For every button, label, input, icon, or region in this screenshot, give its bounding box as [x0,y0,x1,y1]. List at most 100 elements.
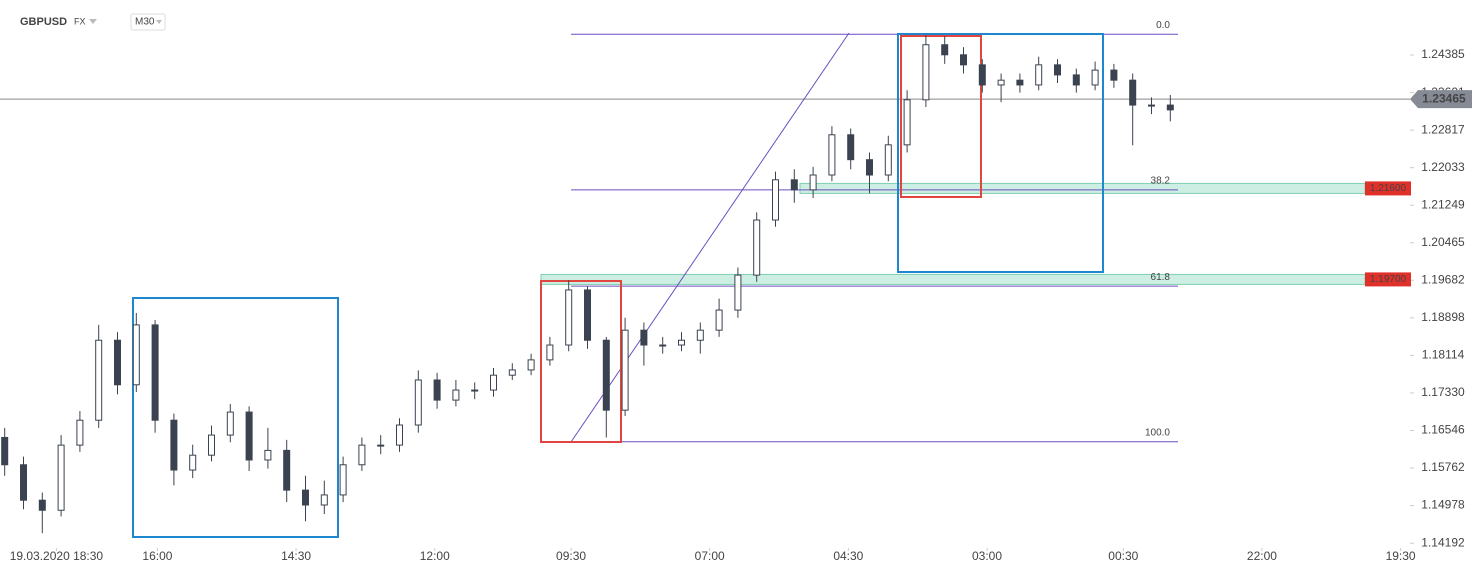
zone-band [540,273,1366,285]
y-tick-label: 1.21249 [1421,197,1465,211]
candle-body [678,339,685,346]
y-tick-label: 1.18114 [1422,348,1465,362]
zone-label: 1.21600 [1370,183,1407,194]
candle-body [245,411,253,461]
candle-body [828,134,836,176]
x-tick-label: 14:30 [281,549,311,563]
candle-body [471,389,479,392]
trend-line [570,32,850,443]
candle-body [1016,79,1024,86]
x-tick-label: 09:30 [556,549,586,563]
candle-body [978,64,986,86]
candle-body [753,219,761,276]
x-tick-label: 04:30 [833,549,863,563]
candle-body [226,411,234,436]
symbol: GBPUSD [20,16,67,28]
candle-body [1072,74,1080,86]
candle-body [1148,104,1155,107]
candle-body [170,419,178,471]
box [900,35,982,198]
fib-label: 0.0 [1156,20,1170,31]
candle-body [621,329,629,411]
candle-body [640,329,648,346]
candle-body [772,179,779,221]
candle-body [208,434,215,456]
candle-body [884,144,892,176]
x-tick-label: 22:00 [1247,549,1277,563]
candle-body [960,54,967,66]
zone-band [799,182,1366,194]
x-tick-label: 19.03.2020 18:30 [10,549,104,563]
market: FX [74,16,86,26]
y-tick-label: 1.17330 [1421,385,1465,399]
candle-body [414,379,422,426]
candle-body [602,339,610,411]
x-tick-label: 19:30 [1386,549,1416,563]
box [897,33,1104,273]
zone-label: 1.19700 [1370,274,1407,285]
candle-body [659,344,667,347]
candle-body [339,464,347,496]
candle-body [302,489,309,506]
zone-tag [1365,181,1411,196]
candle-body [1,436,9,466]
y-tick-label: 1.15762 [1421,460,1465,474]
x-tick-label: 07:00 [695,549,725,563]
candle-body [997,79,1005,86]
candle-body [377,444,385,447]
candles [1,35,1174,534]
candle-body [132,324,140,386]
candle-body [189,454,197,471]
y-tick-label: 1.24385 [1421,47,1465,61]
zones: 0.0 38.2 61.8 100.0 [0,20,1410,443]
candle-body [283,449,291,491]
dropdown-icon [156,20,162,24]
fib-label: 100.0 [1145,427,1170,438]
fib-label: 38.2 [1151,175,1171,186]
box [132,297,339,538]
candle-body [264,449,272,461]
x-tick-label: 03:00 [972,549,1002,563]
candle-body [527,359,535,371]
y-tick-label: 1.14978 [1421,498,1465,512]
candle-body [1166,104,1174,111]
candle-body [320,494,328,506]
candle-body [809,174,817,191]
candle-body [546,344,554,361]
x-tick-label: 16:00 [142,549,172,563]
candle-body [734,274,742,311]
candle-body [1054,64,1061,76]
candle-body [358,444,366,466]
y-tick-label: 1.14192 [1421,535,1465,549]
dropdown-icon[interactable] [89,19,97,24]
y-tick-label: 1.22033 [1421,160,1465,174]
candle-body [490,374,497,391]
candle-body [396,424,403,446]
candle-body [941,44,949,56]
candle-body [903,99,911,146]
candle-body [1110,69,1118,81]
candle-body [20,464,27,501]
axes: 1.243851.236011.228171.220331.212491.204… [10,47,1472,563]
candle-body [95,339,103,421]
candle-body [1129,79,1137,106]
price-label: 1.23465 [1422,91,1466,105]
candle-body [76,419,84,446]
candle-body [584,289,591,341]
candle-body [715,309,723,331]
candle-body [151,324,159,421]
candle-body [696,329,704,341]
candle-body [922,44,930,101]
candle-body [38,499,46,511]
candle-body [1091,69,1099,86]
candle-body [114,339,121,386]
candle-body [452,389,460,401]
box [540,280,622,443]
price-tag [1410,90,1472,109]
timeframe-button[interactable] [130,13,166,31]
candle-body [790,179,798,191]
candle-body [1035,64,1043,86]
candle-body [508,369,516,376]
y-tick-label: 1.22817 [1421,122,1465,136]
